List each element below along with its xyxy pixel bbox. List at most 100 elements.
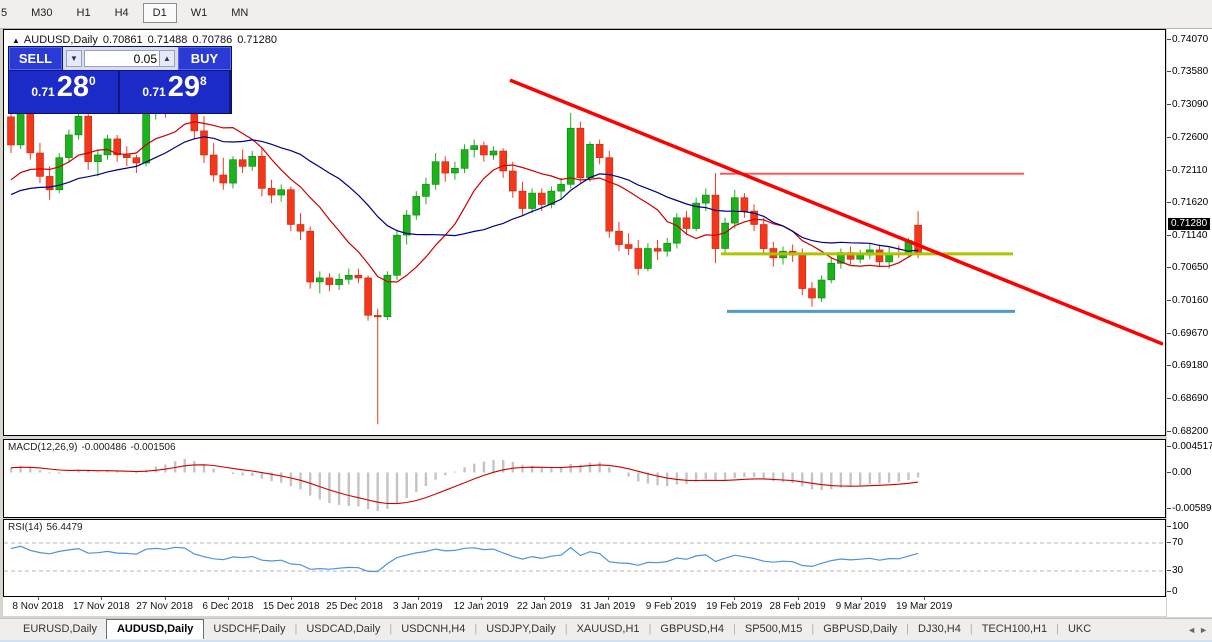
price-tick-label-tick bbox=[1167, 267, 1171, 268]
tab-audusd-daily[interactable]: AUDUSD,Daily bbox=[105, 619, 205, 639]
timeframe-button-MN[interactable]: MN bbox=[231, 7, 249, 19]
macd-pane[interactable]: MACD(12,26,9) -0.000486 -0.001506 bbox=[3, 439, 1166, 518]
ma-slow-line bbox=[10, 136, 919, 252]
macd-canvas[interactable] bbox=[4, 440, 1163, 515]
sell-price-box[interactable]: 0.71280 bbox=[9, 71, 118, 113]
price-tick-label-tick bbox=[1167, 398, 1171, 399]
tab-scroll-left-icon[interactable]: ◄ bbox=[1187, 625, 1196, 635]
tab-usdcnh-h4[interactable]: USDCNH,H4 bbox=[401, 623, 466, 635]
tab-usdcad-daily[interactable]: USDCAD,Daily bbox=[306, 623, 381, 635]
price-tick-label: 0.74070 bbox=[1172, 34, 1209, 45]
price-tick-label-tick bbox=[1167, 202, 1171, 203]
date-label: 6 Dec 2018 bbox=[202, 601, 254, 612]
date-axis[interactable]: 8 Nov 2018 17 Nov 2018 27 Nov 2018 6 Dec 20… bbox=[3, 597, 1166, 616]
rsi-tick-label-tick bbox=[1167, 591, 1171, 592]
date-tick bbox=[354, 597, 356, 600]
macd-tick-label-tick bbox=[1167, 472, 1171, 473]
macd-tick-label-tick bbox=[1167, 508, 1171, 509]
price-tick-label: 0.73580 bbox=[1172, 66, 1209, 77]
sell-button[interactable]: SELL bbox=[9, 47, 62, 70]
macd-tick-label-tick bbox=[1167, 446, 1171, 447]
tab-separator: | bbox=[811, 623, 815, 635]
rsi-line bbox=[10, 545, 919, 573]
macd-label: MACD(12,26,9) -0.000486 -0.001506 bbox=[8, 442, 176, 453]
tab-usdchf-daily[interactable]: USDCHF,Daily bbox=[213, 623, 286, 635]
current-price-box: 0.71280 bbox=[1168, 218, 1211, 230]
rsi-tick-label-tick bbox=[1167, 542, 1171, 543]
timeframe-button-5[interactable]: 5 bbox=[1, 7, 8, 19]
date-tick bbox=[860, 597, 862, 600]
date-label: 28 Feb 2019 bbox=[769, 601, 826, 612]
macd-signal-line bbox=[10, 464, 919, 505]
symbol-marker-icon: ▲ bbox=[12, 36, 20, 45]
price-tick-label: 0.72110 bbox=[1172, 165, 1208, 176]
date-tick bbox=[227, 597, 229, 600]
macd-tick-label: 0.004517 bbox=[1172, 441, 1212, 452]
timeframe-button-H1[interactable]: H1 bbox=[76, 7, 91, 19]
date-label: 15 Dec 2018 bbox=[262, 601, 320, 612]
tab-tech100-h1[interactable]: TECH100,H1 bbox=[981, 623, 1048, 635]
price-axis[interactable]: 0.74070 0.73580 0.73090 0.72600 0.72110 0.716… bbox=[1167, 29, 1212, 617]
date-tick bbox=[38, 597, 39, 600]
buy-price-box[interactable]: 0.71298 bbox=[120, 71, 229, 113]
price-tick-label: 0.70160 bbox=[1172, 295, 1209, 306]
price-tick-label: 0.72600 bbox=[1172, 132, 1209, 143]
date-label: 22 Jan 2019 bbox=[516, 601, 572, 612]
date-tick bbox=[544, 597, 546, 600]
volume-increase-button[interactable]: ▲ bbox=[159, 50, 175, 67]
price-chart-canvas[interactable] bbox=[4, 30, 1163, 433]
rsi-pane[interactable]: RSI(14) 56.4479 bbox=[3, 519, 1166, 597]
bid-big-digits: 28 bbox=[56, 71, 89, 103]
rsi-tick-label-tick bbox=[1167, 570, 1171, 571]
date-tick bbox=[101, 597, 103, 600]
tab-gbpusd-h4[interactable]: GBPUSD,H4 bbox=[660, 623, 724, 635]
date-tick bbox=[924, 597, 926, 600]
volume-input[interactable] bbox=[84, 50, 161, 67]
candlestick-series bbox=[7, 69, 922, 425]
tab-separator: | bbox=[389, 623, 393, 635]
tab-usdjpy-daily[interactable]: USDJPY,Daily bbox=[486, 623, 556, 635]
ask-big-digits: 29 bbox=[167, 71, 200, 103]
ohlc-close: 0.71280 bbox=[237, 34, 277, 46]
rsi-label: RSI(14) 56.4479 bbox=[8, 522, 83, 533]
ohlc-open: 0.70861 bbox=[102, 34, 143, 46]
date-label: 3 Jan 2019 bbox=[393, 601, 443, 612]
tab-dj30-h4[interactable]: DJ30,H4 bbox=[918, 623, 961, 635]
timeframe-button-H4[interactable]: H4 bbox=[114, 7, 129, 19]
price-tick-label: 0.73090 bbox=[1172, 99, 1209, 110]
tab-xauusd-h1[interactable]: XAUUSD,H1 bbox=[576, 623, 640, 635]
price-tick-label: 0.68690 bbox=[1172, 393, 1209, 404]
tab-ukc[interactable]: UKC bbox=[1067, 623, 1092, 635]
bid-prefix: 0.71 bbox=[31, 85, 55, 99]
ohlc-low: 0.70786 bbox=[192, 34, 233, 46]
price-tick-label: 0.70650 bbox=[1172, 262, 1209, 273]
date-tick bbox=[481, 597, 483, 600]
date-tick bbox=[164, 597, 166, 600]
tab-eurusd-daily[interactable]: EURUSD,Daily bbox=[23, 623, 97, 635]
timeframe-button-W1[interactable]: W1 bbox=[190, 7, 208, 19]
date-label: 9 Feb 2019 bbox=[645, 601, 697, 612]
timeframe-button-D1[interactable]: D1 bbox=[142, 3, 177, 23]
tab-sp500-m15[interactable]: SP500,M15 bbox=[744, 623, 803, 635]
volume-decrease-button[interactable]: ▼ bbox=[66, 50, 82, 67]
rsi-tick-label: 70 bbox=[1172, 537, 1184, 548]
timeframe-button-M30[interactable]: M30 bbox=[31, 7, 53, 19]
tab-separator: | bbox=[1056, 623, 1059, 635]
main-chart-pane[interactable]: ▲ AUDUSD,Daily 0.70861 0.71488 0.70786 0.7128… bbox=[3, 29, 1166, 436]
date-label: 12 Jan 2019 bbox=[453, 601, 509, 612]
tab-gbpusd-daily[interactable]: GBPUSD,Daily bbox=[823, 623, 898, 635]
rsi-tick-label: 0 bbox=[1172, 586, 1178, 597]
tab-scroll-right-icon[interactable]: ► bbox=[1199, 625, 1208, 635]
price-tick-label-tick bbox=[1167, 170, 1171, 171]
tab-separator: | bbox=[969, 623, 973, 635]
rsi-canvas[interactable] bbox=[4, 520, 1163, 594]
buy-button[interactable]: BUY bbox=[178, 47, 231, 70]
date-label: 19 Feb 2019 bbox=[706, 601, 763, 612]
date-label: 25 Dec 2018 bbox=[326, 601, 383, 612]
date-label: 9 Mar 2019 bbox=[835, 601, 887, 612]
price-tick-label-tick bbox=[1167, 333, 1171, 334]
tab-separator: | bbox=[906, 623, 910, 635]
rsi-tick-label: 30 bbox=[1172, 565, 1184, 576]
descending-trendline[interactable] bbox=[509, 78, 1163, 346]
tab-separator: | bbox=[648, 623, 652, 635]
